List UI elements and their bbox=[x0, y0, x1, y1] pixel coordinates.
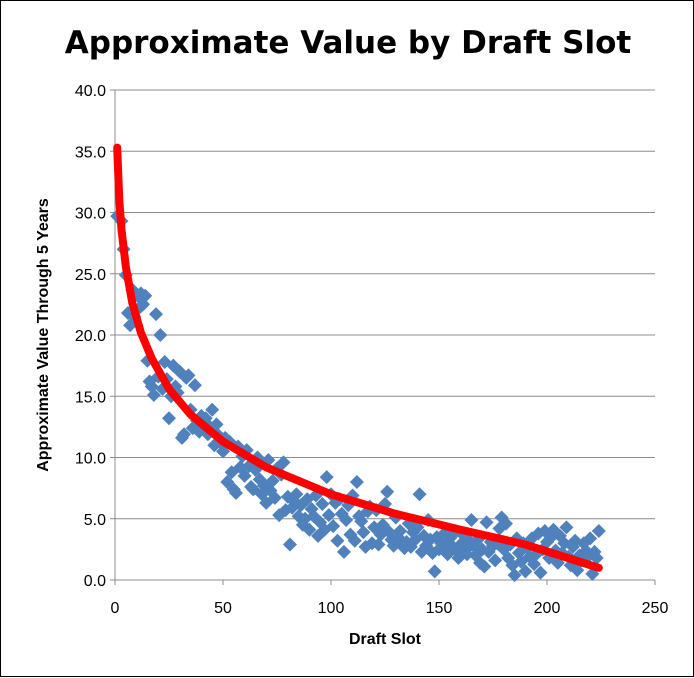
scatter-point bbox=[339, 512, 354, 527]
scatter-point bbox=[354, 514, 369, 529]
y-tick-label: 35.0 bbox=[75, 144, 106, 161]
x-tick-label: 100 bbox=[318, 600, 345, 617]
scatter-point bbox=[527, 557, 542, 572]
y-tick-label: 20.0 bbox=[75, 328, 106, 345]
scatter-point bbox=[138, 288, 153, 303]
scatter-point bbox=[326, 519, 341, 534]
scatter-point bbox=[356, 525, 371, 540]
y-tick-label: 0.0 bbox=[84, 573, 106, 590]
scatter-point bbox=[187, 378, 202, 393]
scatter-point bbox=[349, 475, 364, 489]
x-tick-labels: 0 50 100 150 200 250 bbox=[111, 600, 669, 617]
scatter-point bbox=[518, 564, 533, 579]
scatter-point bbox=[479, 515, 494, 530]
scatter-point bbox=[559, 520, 574, 535]
scatter-point bbox=[267, 490, 282, 505]
scatter-point bbox=[498, 516, 513, 531]
scatter-points bbox=[110, 209, 606, 583]
scatter-point bbox=[427, 564, 442, 579]
chart-title: Approximate Value by Draft Slot bbox=[65, 25, 632, 61]
scatter-point bbox=[460, 547, 475, 562]
scatter-point bbox=[289, 487, 304, 502]
scatter-point bbox=[120, 305, 135, 320]
scatter-point bbox=[177, 427, 192, 442]
trendline-path bbox=[113, 143, 603, 572]
axes bbox=[110, 89, 656, 585]
scatter-point bbox=[228, 486, 243, 501]
y-tick-label: 25.0 bbox=[75, 267, 106, 284]
scatter-point bbox=[319, 470, 334, 485]
scatter-point bbox=[209, 417, 224, 432]
scatter-point bbox=[237, 468, 252, 483]
scatter-point bbox=[570, 563, 585, 578]
scatter-point bbox=[393, 524, 408, 538]
scatter-point bbox=[533, 565, 548, 580]
scatter-point bbox=[583, 531, 598, 546]
scatter-point bbox=[276, 455, 291, 470]
y-tick-labels: 0.0 5.0 10.0 15.0 20.0 25.0 30.0 35.0 40.0 bbox=[75, 83, 106, 590]
scatter-point bbox=[153, 328, 168, 342]
scatter-point bbox=[162, 411, 176, 426]
scatter-point bbox=[371, 537, 386, 552]
y-axis-label: Approximate Value Through 5 Years bbox=[35, 198, 52, 472]
scatter-point bbox=[282, 537, 297, 552]
scatter-point bbox=[205, 402, 220, 417]
scatter-point bbox=[336, 544, 351, 559]
y-tick-label: 10.0 bbox=[75, 451, 106, 468]
x-tick-label: 250 bbox=[642, 600, 669, 617]
x-tick-label: 200 bbox=[534, 600, 561, 617]
scatter-point bbox=[464, 512, 479, 527]
scatter-point bbox=[265, 473, 280, 488]
scatter-point bbox=[380, 484, 395, 499]
scatter-point bbox=[149, 307, 164, 322]
scatter-point bbox=[347, 533, 362, 548]
y-tick-label: 5.0 bbox=[84, 512, 106, 529]
scatter-point bbox=[412, 487, 427, 502]
scatter-point bbox=[315, 497, 330, 512]
trend-line bbox=[113, 143, 603, 572]
scatter-point bbox=[330, 533, 345, 548]
scatter-point bbox=[321, 508, 336, 523]
scatter-point bbox=[507, 568, 522, 583]
x-axis-label: Draft Slot bbox=[349, 631, 422, 648]
y-tick-label: 40.0 bbox=[75, 83, 106, 100]
x-tick-label: 150 bbox=[426, 600, 453, 617]
scatter-point bbox=[591, 524, 606, 538]
scatter-point bbox=[477, 559, 492, 574]
y-tick-label: 30.0 bbox=[75, 206, 106, 223]
scatter-point bbox=[181, 368, 196, 383]
scatter-point bbox=[302, 522, 317, 537]
gridlines bbox=[115, 89, 655, 520]
scatter-point bbox=[488, 553, 503, 568]
x-tick-label: 50 bbox=[214, 600, 232, 617]
scatter-point bbox=[589, 550, 604, 565]
scatter-point bbox=[146, 388, 161, 403]
y-tick-label: 15.0 bbox=[75, 389, 106, 406]
x-tick-label: 0 bbox=[111, 600, 120, 617]
